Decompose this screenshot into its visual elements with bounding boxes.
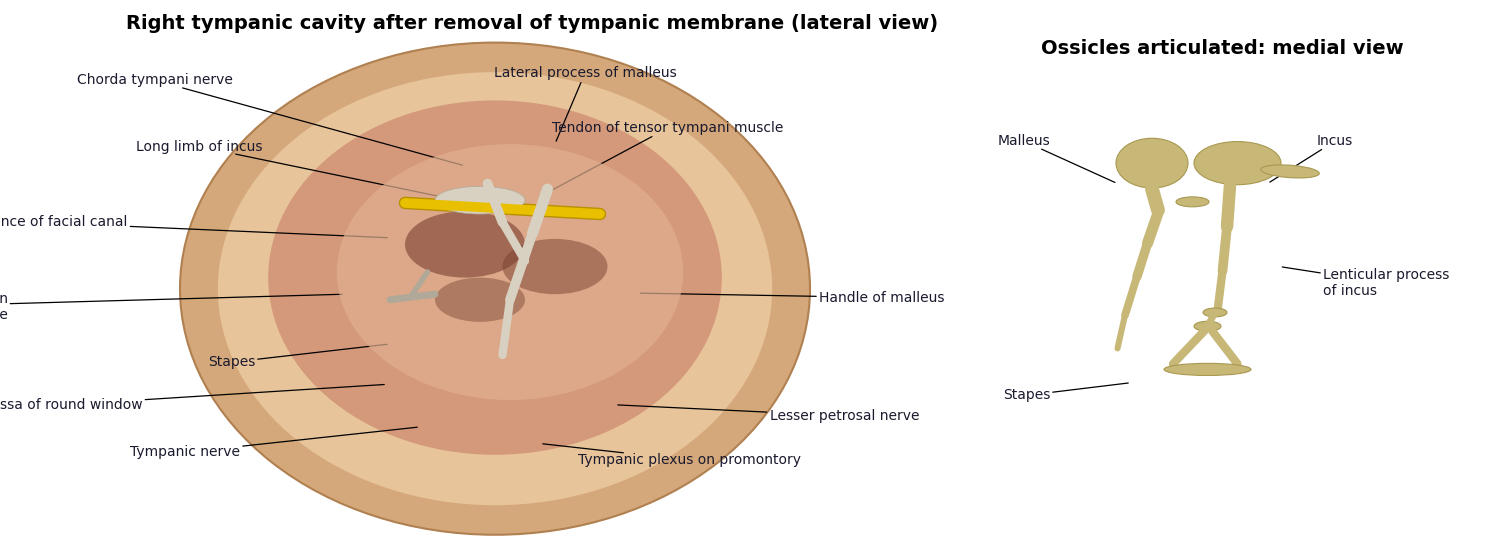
Ellipse shape [435, 278, 525, 322]
Text: Handle of malleus: Handle of malleus [640, 290, 945, 305]
Ellipse shape [1194, 321, 1221, 331]
Text: Tympanic plexus on promontory: Tympanic plexus on promontory [543, 444, 801, 467]
Text: Lateral process of malleus: Lateral process of malleus [494, 66, 676, 141]
Text: Right tympanic cavity after removal of tympanic membrane (lateral view): Right tympanic cavity after removal of t… [126, 14, 939, 33]
Text: Ossicles articulated: medial view: Ossicles articulated: medial view [1041, 39, 1404, 58]
Text: Incus: Incus [1270, 134, 1353, 182]
Text: Tendon of tensor tympani muscle: Tendon of tensor tympani muscle [550, 121, 783, 191]
Text: Fossa of round window: Fossa of round window [0, 384, 384, 412]
Text: Lesser petrosal nerve: Lesser petrosal nerve [618, 405, 920, 423]
Ellipse shape [503, 239, 608, 294]
Text: Malleus: Malleus [998, 134, 1114, 182]
Text: Prominence of facial canal: Prominence of facial canal [0, 215, 387, 238]
Text: Lenticular process
of incus: Lenticular process of incus [1282, 267, 1449, 298]
Ellipse shape [1116, 138, 1188, 188]
Ellipse shape [1194, 142, 1281, 185]
Ellipse shape [1176, 197, 1209, 207]
Ellipse shape [405, 211, 525, 278]
Ellipse shape [1164, 363, 1251, 375]
Ellipse shape [435, 186, 525, 214]
Ellipse shape [1203, 308, 1227, 317]
Ellipse shape [217, 72, 772, 505]
Text: Stapes: Stapes [1002, 383, 1128, 403]
Text: Pyramidal eminence and tendon
of stapedius muscle: Pyramidal eminence and tendon of stapedi… [0, 292, 342, 322]
Text: Stapes: Stapes [207, 345, 387, 369]
Ellipse shape [1260, 165, 1320, 178]
Text: Long limb of incus: Long limb of incus [136, 139, 454, 200]
Ellipse shape [180, 43, 810, 535]
Text: Tympanic nerve: Tympanic nerve [130, 427, 417, 460]
Ellipse shape [268, 101, 722, 455]
Ellipse shape [336, 144, 682, 400]
Text: Chorda tympani nerve: Chorda tympani nerve [76, 73, 462, 165]
